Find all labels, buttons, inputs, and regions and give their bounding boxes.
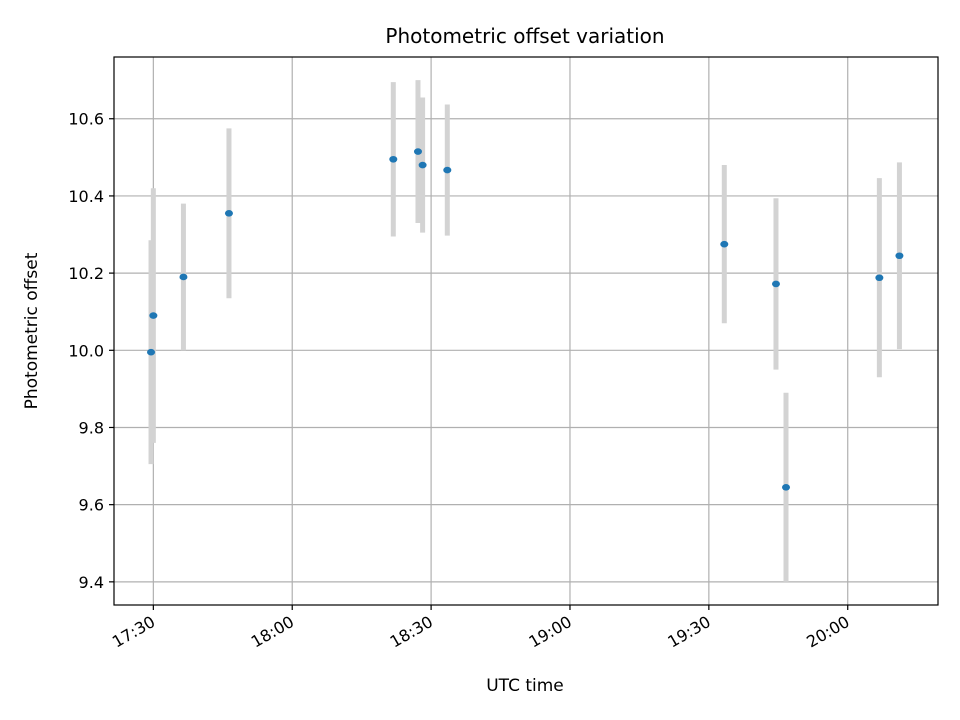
data-point: [875, 274, 884, 282]
data-point: [389, 155, 398, 163]
data-point: [720, 240, 729, 248]
y-tick-label: 10.6: [68, 110, 104, 129]
data-point: [147, 348, 156, 356]
data-point: [179, 273, 188, 281]
y-tick-label: 9.4: [79, 573, 104, 592]
x-axis-label: UTC time: [486, 676, 564, 696]
y-axis-label: Photometric offset: [22, 252, 42, 409]
data-point: [443, 166, 452, 174]
chart-title: Photometric offset variation: [385, 24, 664, 48]
data-point: [771, 280, 780, 288]
y-tick-label: 10.2: [68, 264, 104, 283]
y-tick-label: 9.8: [79, 418, 104, 437]
data-point: [413, 148, 422, 155]
y-tick-label: 10.0: [68, 341, 104, 360]
data-points: [147, 148, 904, 491]
data-point: [149, 312, 158, 319]
y-axis: 9.4 9.6 9.8 10.0 10.2 10.4 10.6: [68, 110, 114, 592]
y-tick-label: 9.6: [79, 496, 104, 515]
plot-frame: [113, 56, 939, 606]
data-point: [895, 252, 904, 260]
data-point: [782, 483, 791, 491]
grid-lines: [114, 57, 938, 605]
data-point: [224, 209, 233, 217]
data-point: [418, 161, 427, 169]
y-tick-label: 10.4: [68, 187, 104, 206]
